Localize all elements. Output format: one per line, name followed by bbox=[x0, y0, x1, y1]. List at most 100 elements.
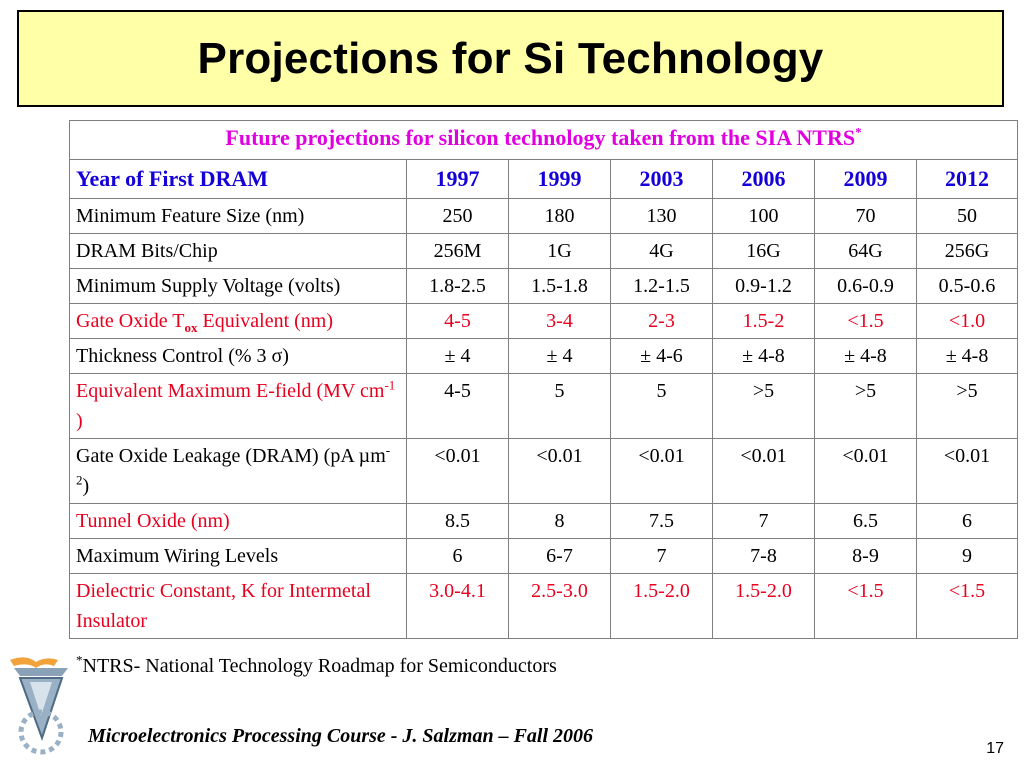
row-label-text: Gate Oxide T bbox=[76, 310, 185, 332]
table-cell: ± 4 bbox=[508, 338, 611, 374]
table-cell: 180 bbox=[508, 198, 611, 234]
table-row: DRAM Bits/Chip 256M 1G 4G 16G 64G 256G bbox=[69, 233, 1019, 269]
table-cell: <1.5 bbox=[814, 303, 917, 339]
table-row: Tunnel Oxide (nm) 8.5 8 7.5 7 6.5 6 bbox=[69, 503, 1019, 539]
table-cell: 7 bbox=[712, 503, 815, 539]
table-cell: >5 bbox=[915, 373, 1019, 439]
table-cell: 6 bbox=[406, 538, 509, 574]
table-cell: 0.9-1.2 bbox=[712, 268, 815, 304]
year-header: 2003 bbox=[610, 159, 713, 199]
page-number: 17 bbox=[986, 740, 1004, 757]
table-cell: 6.5 bbox=[814, 503, 917, 539]
year-header: 2006 bbox=[712, 159, 815, 199]
table-cell: 4G bbox=[610, 233, 713, 269]
table-cell: <0.01 bbox=[814, 438, 917, 504]
table-cell: ± 4 bbox=[406, 338, 509, 374]
table-cell: 7.5 bbox=[610, 503, 713, 539]
row-label: Gate Oxide Leakage (DRAM) (pA µm-2) bbox=[69, 438, 407, 504]
header-label: Year of First DRAM bbox=[69, 159, 407, 199]
table-cell: 7-8 bbox=[712, 538, 815, 574]
row-label-text: Equivalent (nm) bbox=[197, 310, 334, 332]
table-cell: 2-3 bbox=[610, 303, 713, 339]
row-label: Minimum Feature Size (nm) bbox=[69, 198, 407, 234]
row-label: Equivalent Maximum E-field (MV cm-1 ) bbox=[69, 373, 407, 439]
row-label: Maximum Wiring Levels bbox=[69, 538, 407, 574]
row-label-text: Equivalent Maximum E-field (MV cm bbox=[76, 380, 385, 402]
caption-footnote-mark: * bbox=[855, 124, 862, 140]
table-cell: ± 4-8 bbox=[915, 338, 1019, 374]
year-header: 2009 bbox=[814, 159, 917, 199]
footnote: *NTRS- National Technology Roadmap for S… bbox=[76, 652, 557, 678]
table-cell: <0.01 bbox=[508, 438, 611, 504]
table-cell: 50 bbox=[915, 198, 1019, 234]
table-cell: 2.5-3.0 bbox=[508, 573, 611, 639]
table-row: Gate Oxide Tox Equivalent (nm) 4-5 3-4 2… bbox=[69, 303, 1019, 339]
table-cell: <0.01 bbox=[610, 438, 713, 504]
row-label-subscript: ox bbox=[184, 320, 198, 335]
table-row: Dielectric Constant, K for Intermetal In… bbox=[69, 573, 1019, 639]
table-cell: <0.01 bbox=[712, 438, 815, 504]
table-cell: 130 bbox=[610, 198, 713, 234]
projections-table: Future projections for silicon technolog… bbox=[68, 120, 1019, 639]
table-row: Equivalent Maximum E-field (MV cm-1 ) 4-… bbox=[69, 373, 1019, 439]
table-cell: 3.0-4.1 bbox=[406, 573, 509, 639]
table-cell: 1.5-2 bbox=[712, 303, 815, 339]
footnote-text: NTRS- National Technology Roadmap for Se… bbox=[82, 655, 557, 677]
table-cell: ± 4-8 bbox=[712, 338, 815, 374]
row-label: Minimum Supply Voltage (volts) bbox=[69, 268, 407, 304]
table-row: Thickness Control (% 3 σ) ± 4 ± 4 ± 4-6 … bbox=[69, 338, 1019, 374]
year-header: 1997 bbox=[406, 159, 509, 199]
row-label: Gate Oxide Tox Equivalent (nm) bbox=[69, 303, 407, 339]
table-cell: >5 bbox=[814, 373, 917, 439]
table-cell: 250 bbox=[406, 198, 509, 234]
row-label-text: Gate Oxide Leakage (DRAM) (pA µm bbox=[76, 445, 386, 467]
table-row: Minimum Feature Size (nm) 250 180 130 10… bbox=[69, 198, 1019, 234]
table-cell: 256M bbox=[406, 233, 509, 269]
table-cell: 0.5-0.6 bbox=[915, 268, 1019, 304]
table-cell: 1.5-1.8 bbox=[508, 268, 611, 304]
table-cell: <0.01 bbox=[915, 438, 1019, 504]
table-cell: 1.2-1.5 bbox=[610, 268, 713, 304]
row-label: Thickness Control (% 3 σ) bbox=[69, 338, 407, 374]
table-cell: 1G bbox=[508, 233, 611, 269]
table-cell: 0.6-0.9 bbox=[814, 268, 917, 304]
table-cell: 8.5 bbox=[406, 503, 509, 539]
row-label-text: ) bbox=[82, 475, 90, 497]
table-cell: 8 bbox=[508, 503, 611, 539]
course-footer: Microelectronics Processing Course - J. … bbox=[88, 725, 594, 747]
table-cell: 6 bbox=[915, 503, 1019, 539]
table-cell: 5 bbox=[610, 373, 713, 439]
table-caption: Future projections for silicon technolog… bbox=[68, 120, 1019, 160]
table-cell: 6-7 bbox=[508, 538, 611, 574]
row-label: Dielectric Constant, K for Intermetal In… bbox=[69, 573, 407, 639]
table-cell: <1.5 bbox=[915, 573, 1019, 639]
table-cell: 100 bbox=[712, 198, 815, 234]
table-cell: 256G bbox=[915, 233, 1019, 269]
table-cell: 4-5 bbox=[406, 303, 509, 339]
table-row: Gate Oxide Leakage (DRAM) (pA µm-2) <0.0… bbox=[69, 438, 1019, 504]
table-cell: <1.5 bbox=[814, 573, 917, 639]
table-cell: 5 bbox=[508, 373, 611, 439]
table-cell: 4-5 bbox=[406, 373, 509, 439]
table-cell: 1.5-2.0 bbox=[610, 573, 713, 639]
table-cell: <0.01 bbox=[406, 438, 509, 504]
footnote-mark: * bbox=[76, 652, 83, 668]
table-header-row: Year of First DRAM 1997 1999 2003 2006 2… bbox=[69, 159, 1019, 199]
row-label: DRAM Bits/Chip bbox=[69, 233, 407, 269]
table-row: Maximum Wiring Levels 6 6-7 7 7-8 8-9 9 bbox=[69, 538, 1019, 574]
year-header: 2012 bbox=[915, 159, 1019, 199]
slide-title: Projections for Si Technology bbox=[197, 33, 824, 83]
table-cell: 7 bbox=[610, 538, 713, 574]
table-cell: 64G bbox=[814, 233, 917, 269]
row-label: Tunnel Oxide (nm) bbox=[69, 503, 407, 539]
row-label-superscript: -1 bbox=[384, 377, 396, 393]
technion-logo-icon bbox=[10, 657, 68, 755]
row-label-text: ) bbox=[76, 410, 83, 432]
table-caption-text: Future projections for silicon technolog… bbox=[225, 125, 856, 150]
table-cell: 1.5-2.0 bbox=[712, 573, 815, 639]
table-row: Minimum Supply Voltage (volts) 1.8-2.5 1… bbox=[69, 268, 1019, 304]
table-cell: 16G bbox=[712, 233, 815, 269]
row-label-superscript: -2 bbox=[76, 442, 391, 488]
table-cell: 70 bbox=[814, 198, 917, 234]
table-cell: 3-4 bbox=[508, 303, 611, 339]
